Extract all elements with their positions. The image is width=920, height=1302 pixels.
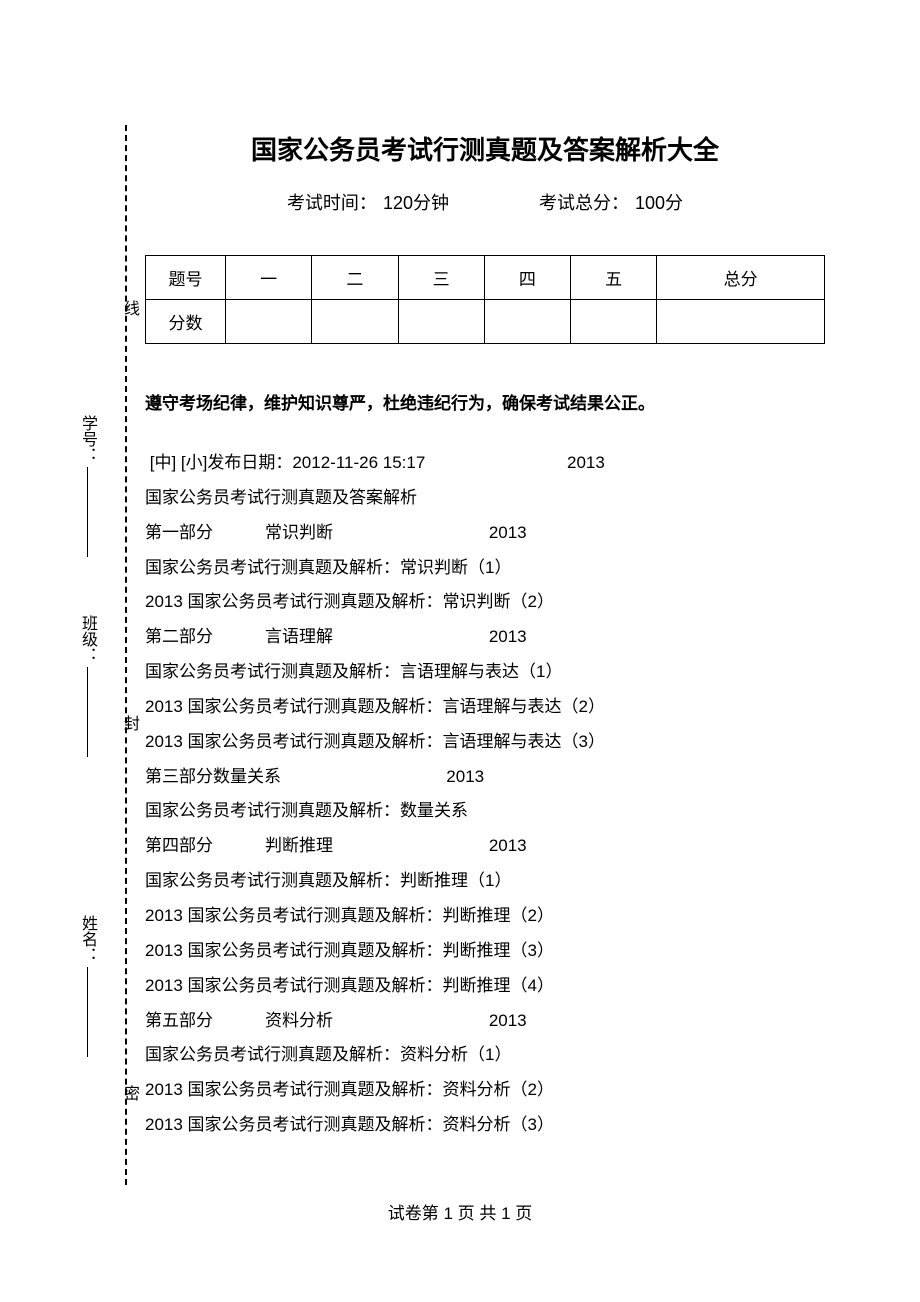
margin-id-line	[87, 467, 88, 557]
header-cell: 一	[226, 256, 312, 300]
margin-id-label: 学号：	[75, 415, 99, 463]
score-cell	[657, 300, 825, 344]
row2-label: 分数	[146, 300, 226, 344]
score-cell	[571, 300, 657, 344]
header-cell: 二	[312, 256, 398, 300]
body-line: 国家公务员考试行测真题及解析：资料分析（1）	[145, 1038, 825, 1073]
table-row: 题号 一 二 三 四 五 总分	[146, 256, 825, 300]
total-score-value: 100分	[635, 189, 683, 215]
seal-char-xian: 线	[117, 300, 141, 318]
body-line: 2013 国家公务员考试行测真题及解析：言语理解与表达（3）	[145, 725, 825, 760]
seal-char-mi: 密	[117, 1085, 141, 1103]
margin-class-label: 班级：	[75, 615, 99, 663]
header-cell: 四	[484, 256, 570, 300]
score-cell	[226, 300, 312, 344]
body-line: [中] [小]发布日期：2012-11-26 15:17 2013	[145, 446, 825, 481]
body-line: 2013 国家公务员考试行测真题及解析：资料分析（3）	[145, 1108, 825, 1143]
body-line: 第四部分 判断推理 2013	[145, 829, 825, 864]
page: 密 封 线 姓名： 班级： 学号： 国家公务员考试行测真题及答案解析大全 考试时…	[0, 0, 920, 1302]
table-row: 分数	[146, 300, 825, 344]
header-cell: 总分	[657, 256, 825, 300]
total-score-label: 考试总分：	[539, 189, 629, 215]
body-text: [中] [小]发布日期：2012-11-26 15:17 2013 国家公务员考…	[145, 446, 825, 1143]
body-line: 国家公务员考试行测真题及解析：判断推理（1）	[145, 864, 825, 899]
seal-dashed-line	[125, 125, 127, 1185]
page-footer: 试卷第 1 页 共 1 页	[0, 1199, 920, 1224]
body-line: 第二部分 言语理解 2013	[145, 620, 825, 655]
body-line: 第五部分 资料分析 2013	[145, 1004, 825, 1039]
margin-field-name: 姓名：	[75, 915, 99, 1057]
margin-name-label: 姓名：	[75, 915, 99, 963]
score-cell	[398, 300, 484, 344]
body-line: 国家公务员考试行测真题及答案解析	[145, 481, 825, 516]
content-area: 国家公务员考试行测真题及答案解析大全 考试时间：120分钟 考试总分：100分 …	[145, 130, 825, 1143]
header-cell: 五	[571, 256, 657, 300]
binding-margin: 密 封 线 姓名： 班级： 学号：	[75, 125, 135, 1185]
body-line: 2013 国家公务员考试行测真题及解析：判断推理（4）	[145, 969, 825, 1004]
seal-char-feng: 封	[117, 715, 141, 733]
body-line: 国家公务员考试行测真题及解析：言语理解与表达（1）	[145, 655, 825, 690]
exam-notice: 遵守考场纪律，维护知识尊严，杜绝违纪行为，确保考试结果公正。	[145, 389, 825, 414]
body-line: 第一部分 常识判断 2013	[145, 516, 825, 551]
document-subtitle: 考试时间：120分钟 考试总分：100分	[145, 189, 825, 215]
row1-label: 题号	[146, 256, 226, 300]
body-line: 第三部分数量关系 2013	[145, 760, 825, 795]
margin-field-id: 学号：	[75, 415, 99, 557]
exam-time-label: 考试时间：	[287, 189, 377, 215]
exam-time-value: 120分钟	[383, 189, 449, 215]
margin-class-line	[87, 667, 88, 757]
body-line: 2013 国家公务员考试行测真题及解析：言语理解与表达（2）	[145, 690, 825, 725]
header-cell: 三	[398, 256, 484, 300]
body-line: 国家公务员考试行测真题及解析：常识判断（1）	[145, 551, 825, 586]
score-table: 题号 一 二 三 四 五 总分 分数	[145, 255, 825, 344]
score-cell	[484, 300, 570, 344]
score-cell	[312, 300, 398, 344]
margin-name-line	[87, 967, 88, 1057]
body-line: 2013 国家公务员考试行测真题及解析：判断推理（3）	[145, 934, 825, 969]
document-title: 国家公务员考试行测真题及答案解析大全	[145, 130, 825, 167]
body-line: 2013 国家公务员考试行测真题及解析：判断推理（2）	[145, 899, 825, 934]
body-line: 国家公务员考试行测真题及解析：数量关系	[145, 794, 825, 829]
body-line: 2013 国家公务员考试行测真题及解析：资料分析（2）	[145, 1073, 825, 1108]
margin-field-class: 班级：	[75, 615, 99, 757]
body-line: 2013 国家公务员考试行测真题及解析：常识判断（2）	[145, 585, 825, 620]
